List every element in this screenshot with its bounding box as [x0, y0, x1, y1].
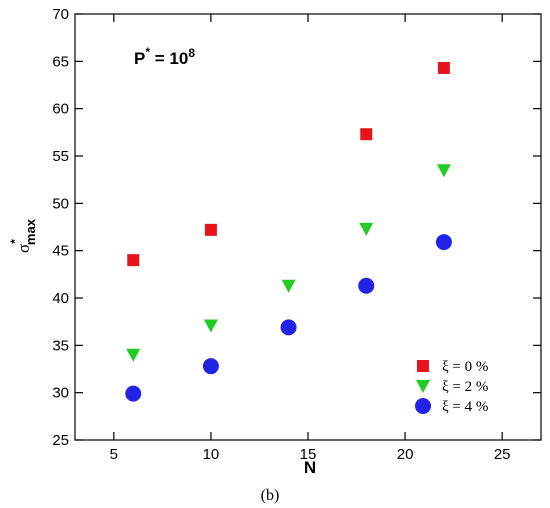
- y-tick-label: 40: [52, 290, 69, 307]
- data-point-triangle-down: [436, 164, 451, 178]
- y-tick-label: 35: [52, 337, 69, 354]
- legend-label: ξ = 4 %: [442, 399, 488, 415]
- x-tick-label: 25: [494, 446, 511, 463]
- y-tick-label: 25: [52, 432, 69, 449]
- data-point-triangle-down: [203, 319, 218, 333]
- legend-label: ξ = 0 %: [442, 359, 488, 375]
- data-point-square: [127, 254, 140, 267]
- x-axis-label: N: [304, 458, 316, 477]
- annotation-base: P: [134, 49, 145, 68]
- y-tick-label: 50: [52, 195, 69, 212]
- y-tick-label: 60: [52, 101, 69, 118]
- plot-frame: [74, 13, 542, 441]
- y-tick-label: 30: [52, 385, 69, 402]
- data-points: [125, 61, 452, 402]
- y-tick-label: 55: [52, 148, 69, 165]
- annotation-sup: *: [145, 45, 150, 59]
- legend-label: ξ = 2 %: [442, 379, 488, 395]
- figure-caption: (b): [261, 487, 280, 504]
- plot-area: [74, 13, 542, 441]
- legend-marker-square: [417, 360, 429, 372]
- x-tick-label: 20: [397, 446, 414, 463]
- data-point-circle: [435, 234, 452, 251]
- x-tick-label: 5: [110, 446, 118, 463]
- x-tick-label: 10: [203, 446, 220, 463]
- axis-ticks: 5 10 15 20 25 25 30 35 40 45 50 55 60 65 70: [52, 6, 541, 463]
- annotation-exp: 8: [188, 46, 195, 60]
- data-point-circle: [202, 358, 219, 375]
- data-point-triangle-down: [281, 279, 296, 293]
- y-tick-label: 70: [52, 6, 69, 23]
- y-tick-label: 65: [52, 53, 69, 70]
- x-tick-label: 15: [300, 446, 317, 463]
- y-label-sub: max: [23, 218, 38, 245]
- legend: ξ = 0 % ξ = 2 % ξ = 4 %: [415, 359, 488, 415]
- y-label-sup: *: [8, 239, 22, 244]
- data-point-triangle-down: [359, 222, 374, 236]
- annotation-eq: = 10: [150, 49, 188, 68]
- legend-marker-triangle-down: [416, 380, 430, 393]
- y-tick-label: 45: [52, 243, 69, 260]
- data-point-circle: [280, 319, 297, 336]
- data-point-square: [204, 223, 217, 236]
- y-label-base: σ: [14, 244, 33, 253]
- y-axis-label: σ*max: [8, 218, 38, 253]
- data-point-circle: [125, 385, 142, 402]
- legend-marker-circle: [415, 398, 431, 414]
- data-point-square: [360, 128, 373, 141]
- data-point-square: [437, 61, 450, 74]
- data-point-circle: [358, 277, 375, 294]
- data-point-triangle-down: [126, 348, 141, 362]
- plot-annotation: P* = 108: [134, 45, 195, 68]
